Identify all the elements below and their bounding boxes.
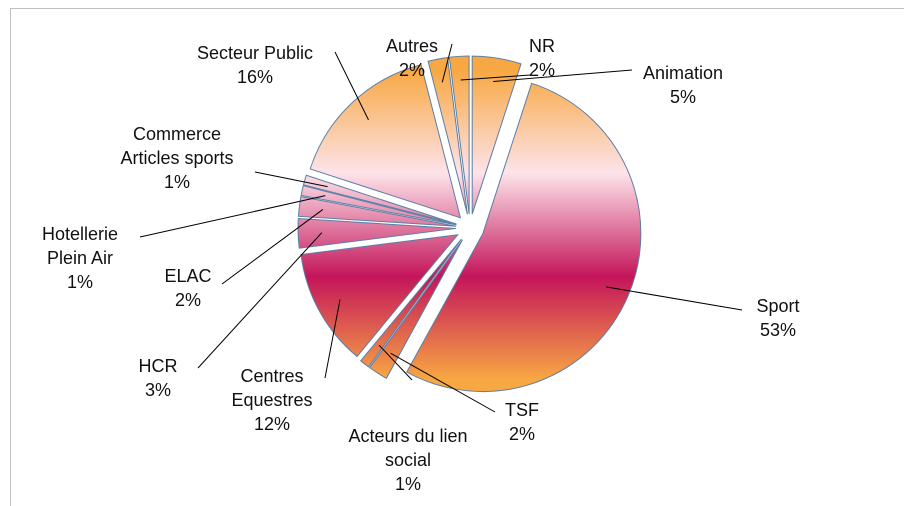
slice-name: ELAC — [164, 266, 212, 286]
slice-value: 3% — [144, 380, 171, 400]
slice-value: 12% — [253, 414, 291, 434]
data-label: Autres 2% — [367, 34, 457, 82]
pie-slice — [360, 238, 462, 368]
data-label: Secteur Public 16% — [160, 41, 350, 89]
pie-slice — [300, 234, 459, 358]
pie-slice — [297, 196, 457, 227]
data-label: Acteurs du lien social 1% — [328, 424, 488, 496]
data-label: Hotellerie Plein Air 1% — [25, 222, 135, 294]
slice-value: 16% — [236, 67, 274, 87]
leader-line — [460, 74, 531, 81]
slice-value: 1% — [163, 172, 190, 192]
leader-line — [493, 69, 633, 83]
slice-name: Commerce Articles sports — [120, 124, 234, 168]
slice-name: TSF — [505, 400, 539, 420]
slice-name: NR — [529, 36, 555, 56]
data-label: Commerce Articles sports 1% — [107, 122, 247, 194]
leader-line — [390, 352, 496, 413]
leader-line — [197, 232, 323, 369]
slice-name: Hotellerie Plein Air — [41, 224, 119, 268]
pie-slice — [297, 217, 457, 249]
slice-value: 5% — [669, 87, 696, 107]
chart-frame — [10, 8, 904, 506]
data-label: Centres Equestres 12% — [212, 364, 332, 436]
leader-line — [378, 344, 413, 381]
slice-name: Sport — [756, 296, 800, 316]
pie-slice — [300, 185, 457, 226]
slice-value: 2% — [508, 424, 535, 444]
slice-name: Autres — [385, 36, 439, 56]
data-label: Animation 5% — [623, 61, 743, 109]
leader-line — [441, 43, 453, 83]
slice-value: 1% — [66, 272, 93, 292]
data-label: ELAC 2% — [158, 264, 218, 312]
data-label: TSF 2% — [492, 398, 552, 446]
slice-value: 1% — [394, 474, 421, 494]
slice-name: Acteurs du lien social — [348, 426, 468, 470]
pie-slice — [302, 174, 457, 225]
slice-value: 2% — [398, 60, 425, 80]
slice-name: Secteur Public — [196, 43, 314, 63]
leader-line — [334, 51, 369, 121]
leader-line — [254, 171, 328, 188]
leader-line — [324, 299, 341, 379]
pie-slice — [368, 239, 463, 379]
pie-slice — [471, 55, 522, 215]
slice-value: 2% — [528, 60, 555, 80]
slice-value: 53% — [759, 320, 797, 340]
pie-slice — [427, 56, 468, 215]
leader-line — [139, 195, 326, 238]
pie-slice — [448, 55, 470, 215]
leader-line — [221, 209, 324, 285]
pie-slice — [309, 64, 462, 219]
pie-slice — [406, 82, 642, 393]
slice-value: 2% — [174, 290, 201, 310]
data-label: NR 2% — [512, 34, 572, 82]
leader-line — [606, 286, 743, 311]
slice-name: Centres Equestres — [231, 366, 313, 410]
data-label: HCR 3% — [128, 354, 188, 402]
slice-name: Animation — [642, 63, 724, 83]
slice-name: HCR — [138, 356, 178, 376]
data-label: Sport 53% — [728, 294, 828, 342]
